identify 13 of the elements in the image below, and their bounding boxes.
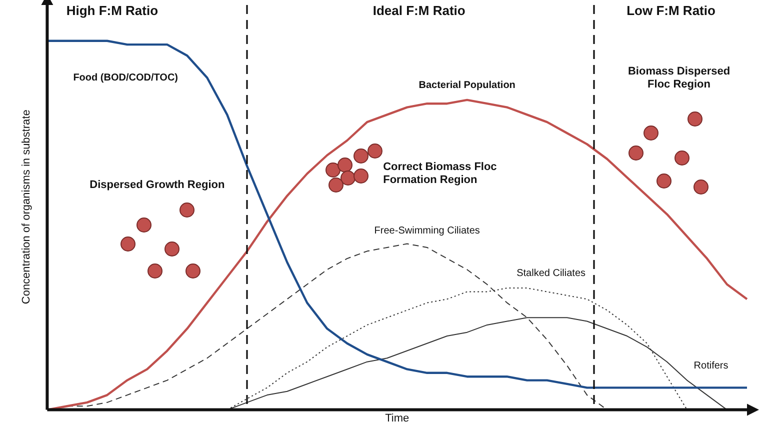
series-label: Free-Swimming Ciliates xyxy=(374,226,480,237)
series-label: Food (BOD/COD/TOC) xyxy=(73,72,178,84)
series-label: Bacterial Population xyxy=(418,80,516,91)
annotation: Dispersed Growth Region xyxy=(90,178,225,191)
series-label: Rotifers xyxy=(694,360,728,372)
text: Ideal F:M Ratio xyxy=(372,2,466,18)
y-axis-title: Concentration of organisms in substrate xyxy=(20,110,33,304)
annotation: Biomass Dispersed Floc Region xyxy=(628,65,730,90)
x-axis-title: Time xyxy=(385,412,410,424)
annotation: Correct Biomass Floc Formation Region xyxy=(383,161,497,186)
series-label: Stalked Ciliates xyxy=(516,268,586,280)
text: Low F:M Ratio xyxy=(626,2,716,18)
text: High F:M Ratio xyxy=(66,2,158,18)
